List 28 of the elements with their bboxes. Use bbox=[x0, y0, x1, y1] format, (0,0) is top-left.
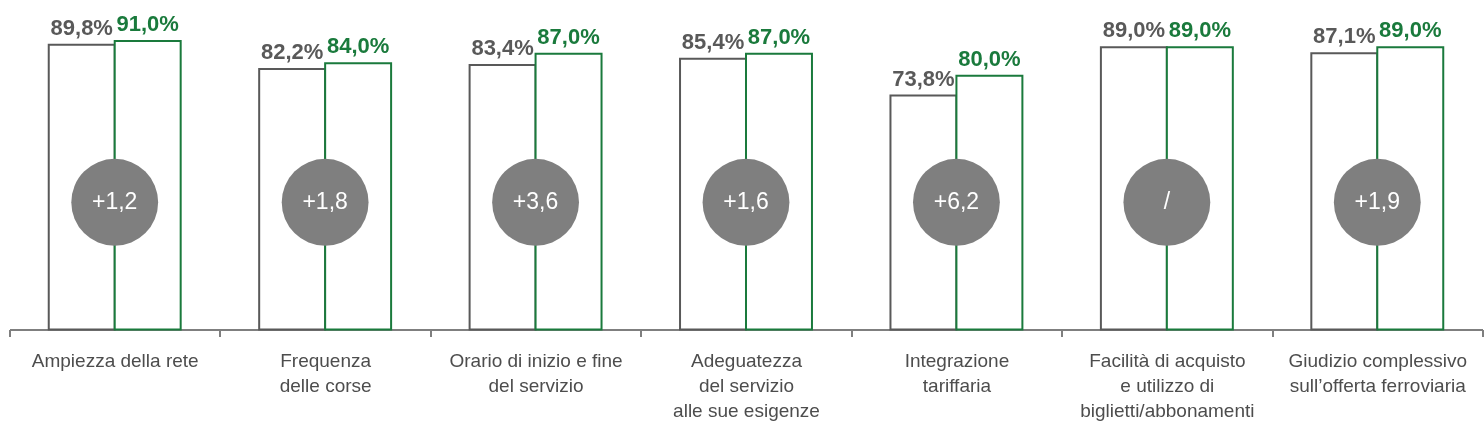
data-label: 89,0% bbox=[1168, 17, 1232, 43]
data-label: 87,1% bbox=[1313, 23, 1376, 49]
annotation: +3,6 bbox=[512, 188, 559, 215]
annotation: +1,8 bbox=[302, 188, 348, 215]
data-label: 87,0% bbox=[747, 23, 811, 49]
data-label: 82,2% bbox=[260, 38, 324, 64]
x-tick-label: Orario di inizio e fine del servizio bbox=[449, 350, 623, 396]
x-tick-label: Ampiezza della rete bbox=[31, 350, 199, 371]
data-label: 89,8% bbox=[50, 14, 113, 40]
annotation: +6,2 bbox=[933, 188, 980, 215]
annotation: / bbox=[1163, 188, 1171, 215]
data-label: 73,8% bbox=[892, 65, 955, 91]
x-tick-label: Adeguatezza del servizio alle sue esigenze bbox=[673, 350, 820, 421]
data-label: 83,4% bbox=[471, 35, 534, 61]
data-label: 91,0% bbox=[116, 11, 179, 36]
data-label: 85,4% bbox=[681, 28, 745, 54]
data-label: 87,0% bbox=[537, 23, 600, 49]
annotation: +1,2 bbox=[92, 188, 138, 215]
x-tick-label: Giudizio complessivo sull’offerta ferroviaria bbox=[1288, 350, 1468, 396]
annotation: +1,6 bbox=[723, 188, 769, 215]
data-label: 80,0% bbox=[958, 45, 1021, 71]
x-tick-label: Frequenza delle corse bbox=[279, 350, 372, 396]
data-label: 84,0% bbox=[326, 33, 390, 59]
x-tick-label: Facilità di acquisto e utilizzo di biglietti/abbonamenti bbox=[1080, 350, 1255, 421]
x-tick-label: Integrazione tariffaria bbox=[904, 350, 1010, 396]
data-label: 89,0% bbox=[1102, 17, 1166, 43]
annotation: +1,9 bbox=[1354, 188, 1400, 215]
data-label: 89,0% bbox=[1379, 17, 1442, 43]
